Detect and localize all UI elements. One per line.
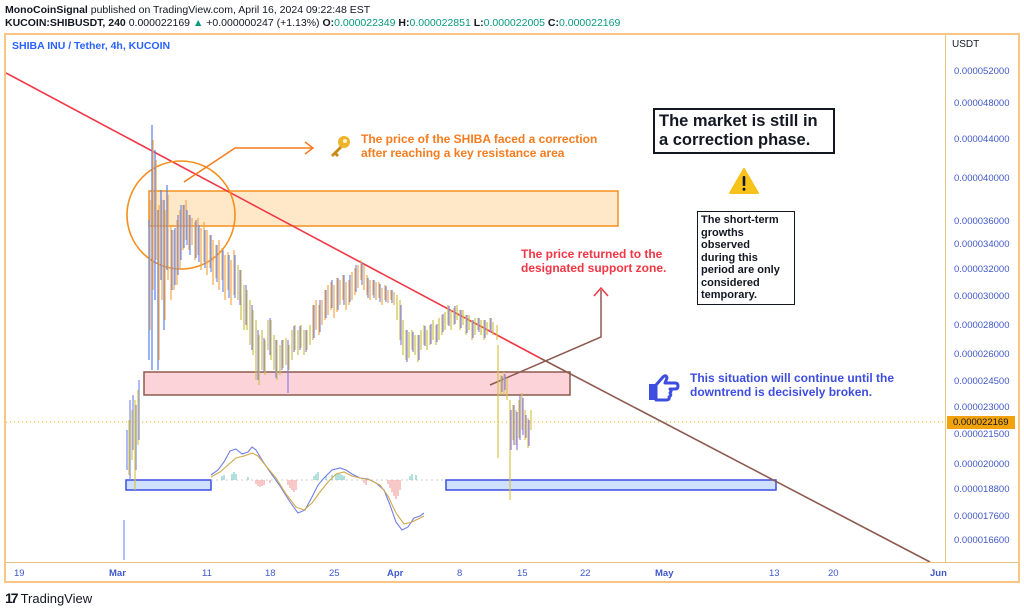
- resistance-zone: [148, 190, 619, 227]
- thumb-pointing-icon: [646, 372, 680, 407]
- published-text: published on TradingView.com, April 16, …: [90, 4, 371, 16]
- tradingview-brand: TradingView: [20, 590, 93, 606]
- time-tick: 11: [202, 568, 212, 579]
- callout-arrow-orange: [183, 147, 312, 183]
- short-term-line: during this: [701, 251, 758, 264]
- time-tick: Mar: [109, 568, 126, 579]
- price-tick: 0.000026000: [954, 349, 1010, 360]
- time-tick: 19: [14, 568, 25, 579]
- short-term-line: temporary.: [701, 289, 758, 301]
- continuation-line2: downtrend is decisively broken.: [690, 385, 873, 399]
- continuation-annotation: This situation will continue until the d…: [690, 371, 894, 399]
- open-value: 0.000022349: [334, 17, 396, 29]
- market-correction-box: The market is still in a correction phas…: [653, 108, 835, 154]
- time-tick: Jun: [930, 568, 947, 579]
- short-term-line: considered: [701, 276, 760, 289]
- price-tick: 0.000017600: [954, 511, 1010, 522]
- tradingview-logo[interactable]: 17 TradingView: [5, 590, 92, 606]
- chart-plot-area[interactable]: [6, 35, 944, 562]
- price-axis[interactable]: USDT 0.000052000 0.000048000 0.000044000…: [945, 35, 1019, 562]
- support-annotation-line2: designated support zone.: [521, 261, 667, 275]
- currency-label: USDT: [952, 39, 980, 50]
- chart-title: SHIBA INU / Tether, 4h, KUCOIN: [12, 40, 171, 52]
- time-tick: May: [655, 568, 674, 579]
- publish-info: MonoCoinSignal published on TradingView.…: [5, 4, 370, 16]
- chart-frame: [4, 33, 1020, 583]
- price-tick: 0.000052000: [954, 66, 1010, 77]
- short-term-line: The short-term: [701, 214, 779, 226]
- price-tick: 0.000016600: [954, 535, 1010, 546]
- price-tick: 0.000030000: [954, 291, 1010, 302]
- low-value: 0.000022005: [483, 17, 545, 29]
- time-tick: 18: [265, 568, 276, 579]
- time-tick: 22: [580, 568, 591, 579]
- resistance-annotation-line1: The price of the SHIBA faced a correctio…: [361, 132, 598, 146]
- market-box-line2: a correction phase.: [659, 131, 811, 149]
- price-candles: [123, 125, 532, 560]
- high-label: H:: [398, 17, 410, 29]
- lower-zone-left: [125, 479, 212, 491]
- lower-zone-right: [445, 479, 777, 491]
- short-term-line: period are only: [701, 264, 780, 276]
- last-price: 0.000022169: [128, 17, 191, 29]
- support-annotation-line1: The price returned to the: [521, 247, 663, 261]
- author-name: MonoCoinSignal: [5, 4, 88, 16]
- price-tick: 0.000021500: [954, 429, 1010, 440]
- tradingview-mark-icon: 17: [5, 590, 19, 606]
- short-term-line: growths: [701, 226, 744, 239]
- highlight-circle: [126, 160, 236, 270]
- symbol-info: KUCOIN:SHIBUSDT, 240 0.000022169 ▲ +0.00…: [5, 17, 620, 29]
- price-tick: 0.000028000: [954, 320, 1010, 331]
- price-tick: 0.000018800: [954, 484, 1010, 495]
- time-tick: 25: [329, 568, 340, 579]
- warning-icon: [729, 168, 759, 199]
- high-value: 0.000022851: [409, 17, 471, 29]
- time-tick: 15: [517, 568, 528, 579]
- resistance-annotation-line2: after reaching a key resistance area: [361, 146, 565, 160]
- price-change: +0.000000247 (+1.13%): [206, 17, 320, 29]
- current-price-label: 0.000022169: [947, 416, 1015, 429]
- open-label: O:: [322, 17, 335, 29]
- close-value: 0.000022169: [559, 17, 621, 29]
- time-tick: 8: [457, 568, 463, 579]
- time-tick: Apr: [387, 568, 404, 579]
- key-icon: [327, 134, 353, 165]
- price-tick: 0.000036000: [954, 216, 1010, 227]
- price-tick: 0.000040000: [954, 173, 1010, 184]
- macd-indicator: [210, 446, 446, 531]
- continuation-line1: This situation will continue until the: [690, 371, 894, 385]
- callout-arrow-red: [489, 290, 602, 386]
- price-tick: 0.000024500: [954, 376, 1010, 387]
- downtrend-line-lower: [539, 357, 931, 562]
- price-tick: 0.000020000: [954, 459, 1010, 470]
- market-box-line1: The market is still in: [659, 112, 818, 130]
- time-tick: 13: [769, 568, 780, 579]
- price-tick: 0.000023000: [954, 402, 1010, 413]
- price-tick: 0.000048000: [954, 98, 1010, 109]
- support-zone: [143, 371, 571, 396]
- resistance-annotation: The price of the SHIBA faced a correctio…: [361, 132, 597, 160]
- symbol: KUCOIN:SHIBUSDT, 240: [5, 17, 126, 29]
- short-term-box: The short-term growths observed during t…: [697, 211, 795, 305]
- price-tick: 0.000032000: [954, 264, 1010, 275]
- low-label: L:: [473, 17, 484, 29]
- support-annotation: The price returned to the designated sup…: [521, 247, 666, 275]
- triangle-up-icon: ▲: [192, 17, 204, 29]
- price-tick: 0.000034000: [954, 239, 1010, 250]
- close-label: C:: [547, 17, 559, 29]
- time-tick: 20: [828, 568, 839, 579]
- short-term-line: observed: [701, 239, 750, 251]
- price-tick: 0.000044000: [954, 134, 1010, 145]
- time-axis[interactable]: 19 Mar 11 18 25 Apr 8 15 22 May 13 20 Ju…: [6, 562, 1018, 582]
